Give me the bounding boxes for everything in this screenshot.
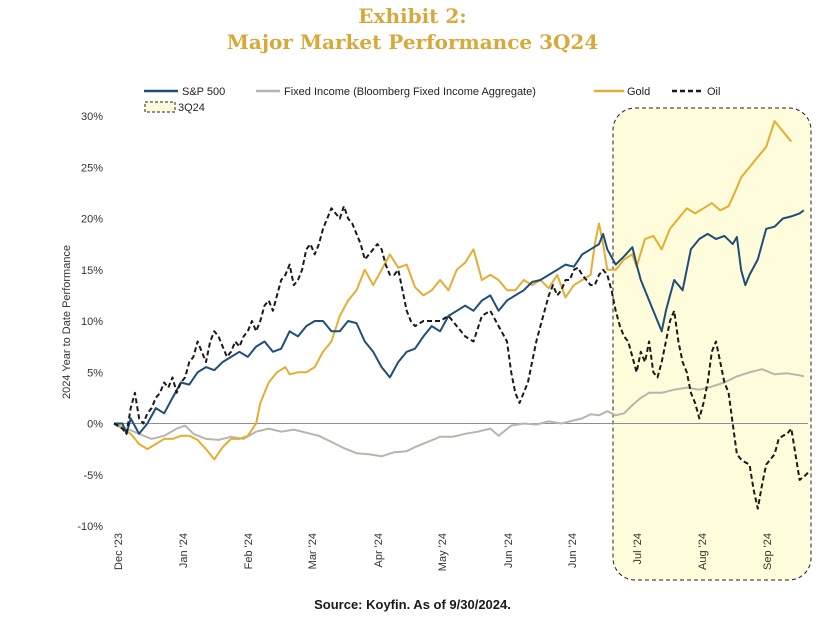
x-tick-label: Jun '24	[567, 533, 579, 568]
series-line-s-p-500	[114, 209, 805, 435]
y-tick-label: 10%	[81, 316, 103, 328]
y-tick-label: 5%	[87, 367, 103, 379]
x-axis-ticks: Dec '23 Jan '24 Feb '24 Mar '24 Apr '24 May '…	[113, 533, 774, 571]
legend-label-3q24: 3Q24	[178, 102, 205, 114]
legend-label-oil: Oil	[707, 86, 720, 98]
y-tick-label: -10%	[77, 521, 103, 533]
q3-highlight-region	[612, 107, 812, 581]
series-line-oil	[113, 205, 809, 510]
x-tick-label: Feb '24	[243, 533, 255, 569]
x-tick-label: Apr '24	[373, 533, 385, 568]
y-tick-label: 30%	[81, 111, 103, 123]
legend-label-sp500: S&P 500	[182, 86, 225, 98]
series-line-fixed-income-bloomberg-fixed-income-aggregate-	[113, 368, 805, 458]
x-tick-label: Sep '24	[762, 533, 774, 570]
source-note: Source: Koyfin. As of 9/30/2024.	[314, 597, 511, 612]
x-tick-label: Mar '24	[307, 533, 319, 569]
legend-swatch-3q24	[144, 101, 176, 113]
x-tick-label: Jul '24	[632, 533, 644, 564]
legend-label-fixed-income: Fixed Income (Bloomberg Fixed Income Agg…	[284, 86, 536, 98]
legend-label-gold: Gold	[627, 86, 650, 98]
y-tick-label: 25%	[81, 162, 103, 174]
x-tick-label: Aug '24	[697, 533, 709, 570]
y-tick-label: -5%	[83, 470, 103, 482]
chart-title-line1: Exhibit 2:	[358, 4, 467, 28]
series-lines	[113, 120, 809, 510]
y-tick-label: 15%	[81, 265, 103, 277]
y-axis-label: 2024 Year to Date Performance	[61, 245, 73, 399]
legend: S&P 500 Fixed Income (Bloomberg Fixed In…	[144, 86, 720, 114]
x-tick-label: Jun '24	[503, 533, 515, 568]
chart-title-line2: Major Market Performance 3Q24	[226, 30, 599, 54]
y-tick-label: 20%	[81, 214, 103, 226]
y-tick-label: 0%	[87, 419, 103, 431]
y-axis-ticks: 30% 25% 20% 15% 10% 5% 0% -5% -10%	[77, 111, 103, 533]
series-line-gold	[113, 120, 793, 461]
x-tick-label: Dec '23	[113, 533, 125, 570]
x-tick-label: May '24	[437, 533, 449, 571]
x-tick-label: Jan '24	[178, 533, 190, 568]
